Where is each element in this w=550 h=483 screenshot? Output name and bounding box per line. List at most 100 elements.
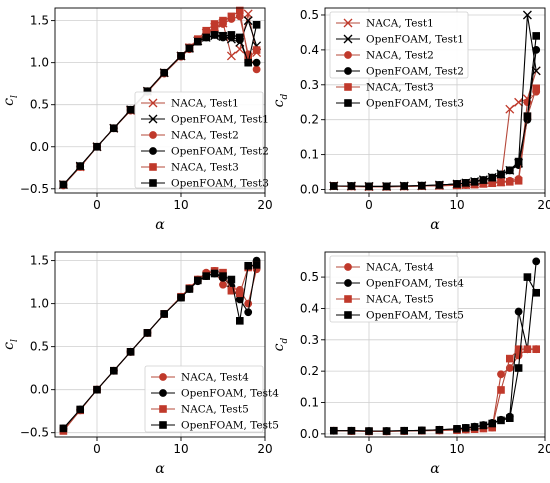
y-tick-label: 0.5	[300, 270, 319, 284]
data-point	[532, 257, 541, 266]
data-point	[329, 426, 338, 435]
data-point	[532, 32, 541, 40]
legend-item: NACA, Test1	[141, 98, 239, 110]
legend-item: OpenFOAM, Test1	[336, 34, 464, 46]
data-point	[532, 84, 541, 93]
data-point	[497, 370, 505, 379]
series-openfoam-test5	[329, 273, 541, 435]
legend-label: NACA, Test3	[171, 162, 239, 174]
legend-box	[329, 255, 459, 323]
legend-item: OpenFOAM, Test4	[336, 278, 464, 290]
plot-frame	[54, 251, 266, 438]
legend-label: NACA, Test5	[366, 294, 434, 306]
legend-marker	[149, 147, 157, 155]
legend-marker	[149, 131, 157, 139]
data-point	[244, 308, 253, 317]
data-point	[219, 280, 227, 289]
legend-box	[144, 365, 264, 433]
data-point	[382, 182, 391, 191]
data-point	[461, 424, 470, 432]
x-axis-label: α	[430, 217, 440, 233]
legend-marker	[344, 263, 352, 271]
data-point	[236, 289, 244, 298]
data-point	[160, 310, 168, 318]
data-point-stroke-b	[226, 51, 236, 61]
legend: NACA, Test1 OpenFOAM, Test1 NACA, Test2 Ope…	[329, 11, 469, 110]
data-point	[226, 51, 236, 61]
data-point	[185, 285, 194, 293]
legend-label: NACA, Test4	[181, 372, 249, 384]
x-tick-label: 10	[449, 442, 464, 456]
data-point	[497, 170, 505, 179]
data-point	[365, 427, 373, 435]
data-point	[514, 176, 523, 185]
legend-item: NACA, Test3	[336, 82, 434, 94]
data-point	[143, 329, 152, 337]
data-point-stroke-b	[505, 104, 515, 114]
y-tick-label: 0.4	[300, 43, 319, 57]
y-tick-label: 0.0	[30, 383, 49, 397]
legend: NACA, Test1 OpenFOAM, Test1 NACA, Test2 Ope…	[134, 91, 269, 190]
data-point	[522, 10, 532, 20]
legend-marker	[159, 421, 167, 429]
x-tick-label: 10	[173, 442, 188, 456]
legend-marker	[344, 99, 352, 107]
data-point	[252, 65, 261, 74]
y-tick-label: 0.2	[300, 364, 319, 378]
legend-item: NACA, Test3	[141, 162, 239, 174]
data-point	[227, 12, 236, 21]
data-point	[435, 181, 444, 189]
x-tick-label: 0	[93, 198, 101, 212]
data-point-stroke-b	[514, 97, 524, 107]
legend-marker	[344, 83, 352, 91]
data-point	[400, 182, 409, 190]
legend-item: NACA, Test5	[151, 404, 249, 416]
legend-item: OpenFOAM, Test5	[151, 420, 279, 432]
y-tick-label: 0.0	[300, 183, 319, 197]
data-point	[110, 124, 118, 133]
y-axis-label: cd	[271, 93, 290, 107]
data-point	[479, 176, 488, 184]
legend-label: NACA, Test3	[366, 82, 434, 94]
x-tick-label: 20	[257, 442, 272, 456]
data-point	[400, 426, 409, 435]
data-point	[219, 31, 227, 40]
data-point	[488, 419, 497, 428]
data-point	[76, 405, 84, 414]
data-point	[514, 157, 523, 166]
data-point	[523, 273, 532, 281]
series-openfoam-test3	[59, 21, 261, 189]
data-point	[470, 423, 479, 431]
legend-item: NACA, Test5	[336, 294, 434, 306]
data-point	[417, 181, 426, 190]
data-point	[252, 261, 261, 269]
data-point	[461, 179, 470, 187]
legend-item: OpenFOAM, Test5	[336, 310, 464, 322]
x-axis-label: α	[430, 461, 440, 477]
legend-label: NACA, Test2	[171, 130, 239, 142]
data-point	[219, 16, 227, 25]
y-tick-label: 0.5	[30, 98, 49, 112]
legend-label: OpenFOAM, Test2	[171, 146, 269, 158]
y-tick-label: 0.5	[30, 340, 49, 354]
legend-marker	[344, 295, 352, 303]
legend-marker-stroke-b	[343, 34, 353, 44]
series-openfoam-test5	[59, 261, 261, 433]
legend-item: OpenFOAM, Test3	[336, 98, 464, 110]
x-tick-label: 20	[257, 198, 272, 212]
y-axis-label: cl	[1, 339, 20, 350]
data-point	[497, 178, 505, 187]
data-point	[202, 26, 210, 35]
data-point	[252, 21, 261, 29]
legend-marker-stroke-b	[148, 114, 158, 124]
legend-label: OpenFOAM, Test1	[366, 34, 464, 46]
legend-item: OpenFOAM, Test4	[151, 388, 279, 400]
legend-label: OpenFOAM, Test5	[181, 420, 279, 432]
data-point	[470, 178, 479, 186]
data-point	[202, 272, 210, 280]
series-line	[333, 70, 537, 188]
data-point	[365, 182, 373, 191]
data-point	[227, 275, 236, 284]
data-point	[252, 58, 261, 67]
legend-item: OpenFOAM, Test3	[141, 178, 269, 190]
